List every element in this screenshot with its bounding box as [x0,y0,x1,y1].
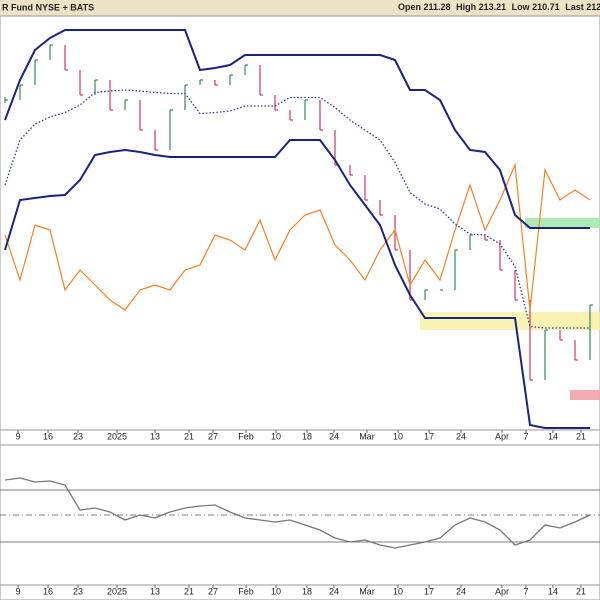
x-tick-label: 18 [302,586,312,596]
x-tick-label: 23 [73,586,83,596]
x-tick-label: 10 [393,431,403,441]
x-tick-label: Apr [495,586,509,596]
x-tick-label: 13 [150,431,160,441]
x-tick-label: 16 [43,586,53,596]
header-bar [0,0,600,16]
x-tick-label: 7 [523,431,528,441]
quote-value: 212 [586,2,600,12]
symbol: R Fund NYSE + BATS [2,2,94,12]
x-tick-label: 17 [424,586,434,596]
x-tick-label: 14 [548,431,558,441]
quote: Open 211.28 High 213.21 Low 210.71 Last … [398,2,600,12]
x-axis-band [0,584,600,600]
quote-value: 213.21 [479,2,507,12]
x-tick-label: 9 [16,586,21,596]
x-tick-label: 10 [271,586,281,596]
x-tick-label: 24 [329,431,339,441]
price-line [4,89,590,329]
x-tick-label: 10 [393,586,403,596]
quote-label: Low [512,2,531,12]
quote-label: Last [565,2,584,12]
quote-value: 210.71 [532,2,560,12]
x-tick-label: 21 [184,586,194,596]
x-tick-label: Feb [238,431,254,441]
support-zone [420,312,600,330]
quote-label: Open [398,2,421,12]
price-line [4,139,590,429]
x-tick-label: 17 [424,431,434,441]
price-line [4,162,591,311]
x-tick-label: 9 [16,431,21,441]
x-tick-label: Mar [359,586,375,596]
x-tick-label: 24 [329,586,339,596]
x-tick-label: 13 [150,586,160,596]
indicator-line [4,477,591,549]
support-zone [570,390,600,400]
x-tick-label: 18 [302,431,312,441]
x-tick-label: 2025 [107,586,127,596]
quote-value: 211.28 [424,2,451,12]
x-tick-label: 23 [73,431,83,441]
x-tick-label: 16 [43,431,53,441]
x-tick-label: 21 [576,431,586,441]
x-tick-label: 14 [548,586,558,596]
x-tick-label: 27 [208,586,218,596]
quote-label: High [456,2,476,12]
x-tick-label: 21 [184,431,194,441]
x-tick-label: 7 [523,586,528,596]
x-axis-band [0,429,600,446]
x-tick-label: 24 [456,431,466,441]
x-tick-label: 24 [456,586,466,596]
x-tick-label: 27 [208,431,218,441]
x-tick-label: 10 [271,431,281,441]
price-line [4,29,590,229]
support-zone [525,218,600,228]
price-panel [0,15,600,431]
x-tick-label: Mar [359,431,375,441]
x-tick-label: 21 [576,586,586,596]
x-tick-label: Feb [238,586,254,596]
x-tick-label: Apr [495,431,509,441]
x-tick-label: 2025 [107,431,127,441]
